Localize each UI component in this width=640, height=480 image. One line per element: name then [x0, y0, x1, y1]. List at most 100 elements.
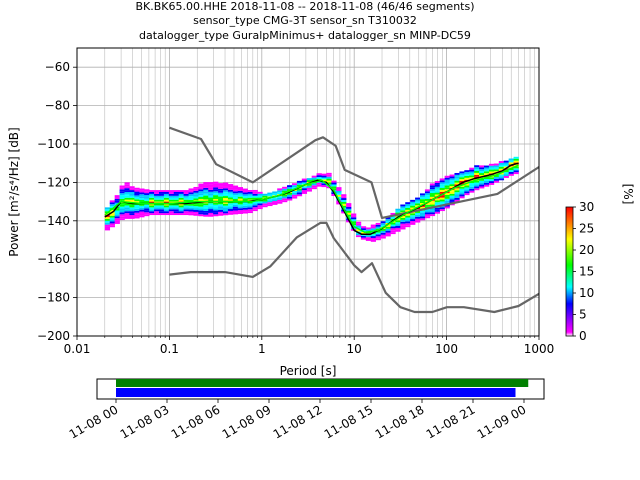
probability-cell — [434, 198, 441, 201]
probability-cell — [420, 195, 426, 198]
probability-cell — [247, 209, 253, 212]
probability-cell — [178, 192, 184, 194]
probability-cell — [410, 213, 416, 216]
probability-cell — [242, 194, 248, 197]
probability-cell — [474, 167, 480, 170]
probability-cell — [429, 183, 436, 186]
probability-cell — [459, 190, 465, 193]
probability-cell — [454, 190, 460, 193]
probability-cell — [188, 213, 194, 216]
probability-cell — [375, 224, 381, 227]
probability-cell — [213, 191, 219, 194]
probability-cell — [429, 210, 436, 213]
probability-cell — [178, 193, 184, 196]
probability-cell — [168, 211, 175, 214]
probability-cell — [208, 193, 214, 196]
probability-cell — [144, 196, 150, 199]
probability-cell — [395, 222, 401, 225]
probability-cell — [163, 192, 170, 194]
probability-cell — [242, 192, 248, 195]
probability-cell — [242, 205, 248, 208]
probability-cell — [124, 182, 130, 185]
probability-cell — [134, 187, 140, 190]
probability-cell — [420, 212, 426, 215]
probability-cell — [301, 192, 308, 194]
colorbar-tick-label: 25 — [579, 222, 594, 236]
probability-cell — [178, 213, 184, 216]
probability-cell — [479, 186, 485, 189]
probability-cell — [203, 191, 209, 194]
probability-cell — [424, 191, 431, 194]
probability-cell — [405, 223, 411, 226]
probability-cell — [134, 199, 140, 202]
probability-cell — [134, 208, 140, 211]
probability-cell — [410, 222, 416, 225]
probability-cell — [119, 212, 125, 215]
probability-cell — [208, 187, 214, 190]
probability-cell — [296, 192, 303, 195]
timeline-tick-label: 11-08 21 — [424, 402, 478, 441]
probability-cell — [119, 195, 125, 198]
probability-cell — [434, 190, 441, 193]
probability-cell — [149, 213, 155, 216]
probability-cell — [513, 170, 519, 173]
probability-cell — [178, 211, 184, 214]
probability-cell — [341, 198, 347, 200]
timeline-tick-label: 11-08 03 — [118, 402, 172, 441]
probability-cell — [434, 184, 441, 187]
probability-cell — [444, 181, 450, 184]
probability-cell — [449, 197, 455, 200]
probability-cell — [188, 211, 194, 214]
probability-cell — [390, 226, 396, 229]
probability-cell — [232, 208, 239, 211]
probability-cell — [444, 185, 450, 188]
probability-cell — [370, 226, 376, 229]
probability-cell — [168, 192, 175, 194]
probability-cell — [498, 164, 505, 167]
probability-cell — [223, 201, 229, 204]
probability-cell — [321, 185, 327, 188]
probability-cell — [420, 199, 426, 202]
probability-cell — [326, 186, 332, 189]
probability-cell — [434, 207, 441, 210]
probability-cell — [213, 202, 219, 205]
probability-cell — [424, 197, 431, 199]
probability-cell — [311, 183, 317, 186]
probability-cell — [267, 192, 273, 195]
probability-cell — [198, 187, 204, 190]
probability-cell — [198, 210, 204, 213]
probability-cell — [114, 214, 120, 217]
probability-cell — [429, 208, 436, 211]
probability-cell — [129, 197, 135, 200]
probability-cell — [405, 225, 411, 228]
probability-cell — [405, 221, 411, 224]
probability-cell — [439, 180, 445, 183]
x-tick-label: 10 — [347, 342, 362, 356]
probability-cell — [331, 194, 337, 196]
probability-cell — [424, 212, 431, 215]
probability-cell — [385, 221, 391, 223]
probability-cell — [449, 186, 455, 188]
probability-cell — [104, 220, 111, 223]
probability-cell — [114, 202, 120, 205]
probability-cell — [434, 192, 441, 195]
probability-cell — [424, 189, 431, 192]
probability-cell — [213, 193, 219, 196]
probability-cell — [464, 189, 470, 192]
probability-cell — [144, 214, 150, 217]
probability-cell — [355, 235, 362, 238]
probability-cell — [247, 191, 253, 194]
probability-cell — [208, 203, 214, 206]
probability-cell — [395, 227, 401, 230]
probability-cell — [178, 209, 184, 212]
probability-cell — [168, 209, 175, 212]
probability-cell — [420, 206, 426, 209]
probability-cell — [129, 205, 135, 208]
probability-cell — [449, 180, 455, 183]
probability-cell — [109, 221, 115, 224]
probability-cell — [158, 205, 165, 208]
probability-cell — [129, 216, 135, 219]
probability-cell — [232, 199, 239, 201]
probability-cell — [424, 214, 431, 217]
probability-cell — [306, 189, 312, 192]
